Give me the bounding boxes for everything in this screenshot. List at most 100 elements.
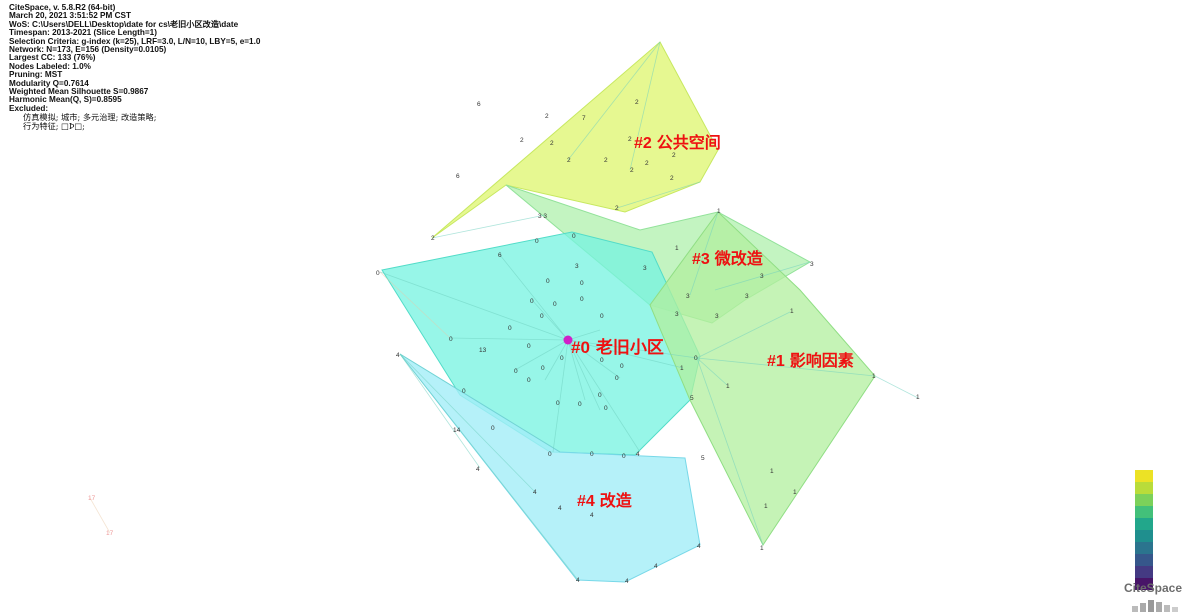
network-summary-text: CiteSpace, v. 5.8.R2 (64-bit) March 20, 2… <box>9 3 261 131</box>
svg-text:4: 4 <box>396 352 400 359</box>
svg-text:0: 0 <box>546 278 550 285</box>
legend-swatch <box>1135 530 1153 542</box>
cluster-label-4[interactable]: #4 改造 <box>577 491 633 510</box>
svg-text:0: 0 <box>491 425 495 432</box>
svg-text:0: 0 <box>541 365 545 372</box>
summary-line: Nodes Labeled: 1.0% <box>9 61 91 71</box>
svg-text:2: 2 <box>550 140 554 147</box>
summary-line: Pruning: MST <box>9 70 63 80</box>
svg-text:3: 3 <box>760 273 764 280</box>
svg-text:4: 4 <box>558 505 562 512</box>
svg-text:17: 17 <box>106 530 114 537</box>
svg-text:0: 0 <box>508 325 512 332</box>
node-labels[interactable]: 62 7 22 2 2 22 222 262 3 321 133 333 331 00… <box>88 99 920 585</box>
svg-text:0: 0 <box>620 363 624 370</box>
cluster-label-2[interactable]: #2 公共空间 <box>634 133 721 152</box>
summary-line: CiteSpace, v. 5.8.R2 (64-bit) <box>9 3 116 12</box>
svg-text:2: 2 <box>604 157 608 164</box>
summary-line: Timespan: 2013-2021 (Slice Length=1) <box>9 28 157 38</box>
svg-text:17: 17 <box>88 495 96 502</box>
svg-text:1: 1 <box>764 503 768 510</box>
svg-text:1: 1 <box>770 468 774 475</box>
svg-text:2: 2 <box>567 157 571 164</box>
svg-text:0: 0 <box>527 343 531 350</box>
svg-text:6: 6 <box>456 173 460 180</box>
svg-text:2: 2 <box>545 113 549 120</box>
svg-text:4: 4 <box>576 577 580 584</box>
svg-text:2: 2 <box>672 152 676 159</box>
isolated-edges <box>89 271 451 534</box>
svg-text:0: 0 <box>604 405 608 412</box>
svg-text:0: 0 <box>578 401 582 408</box>
svg-text:2: 2 <box>615 205 619 212</box>
svg-text:2: 2 <box>520 137 524 144</box>
svg-text:3: 3 <box>643 265 647 272</box>
svg-text:0: 0 <box>600 357 604 364</box>
legend-swatch <box>1135 566 1153 578</box>
legend-swatch <box>1135 482 1153 494</box>
svg-text:4: 4 <box>476 466 480 473</box>
legend-swatch <box>1135 494 1153 506</box>
svg-text:0: 0 <box>622 453 626 460</box>
svg-text:4: 4 <box>636 451 640 458</box>
svg-text:1: 1 <box>872 373 876 380</box>
svg-text:0: 0 <box>560 355 564 362</box>
svg-text:0: 0 <box>600 313 604 320</box>
svg-text:0: 0 <box>527 377 531 384</box>
summary-line: Largest CC: 133 (76%) <box>9 53 96 63</box>
svg-text:0: 0 <box>556 400 560 407</box>
svg-text:0: 0 <box>462 388 466 395</box>
svg-text:0: 0 <box>694 355 698 362</box>
cluster-label-3[interactable]: #3 微改造 <box>692 249 764 268</box>
node-laojiu-xiaoqu[interactable] <box>563 335 573 345</box>
svg-text:0: 0 <box>553 301 557 308</box>
svg-text:7: 7 <box>582 115 586 122</box>
citespace-logo: CiteSpace <box>1124 581 1183 595</box>
svg-text:1: 1 <box>680 365 684 372</box>
summary-line: Excluded: <box>9 103 49 113</box>
svg-text:0: 0 <box>376 270 380 277</box>
svg-text:1: 1 <box>790 308 794 315</box>
svg-text:4: 4 <box>625 578 629 585</box>
svg-text:2: 2 <box>645 160 649 167</box>
citespace-logo-icon <box>1132 600 1178 612</box>
summary-line: March 20, 2021 3:51:52 PM CST <box>9 11 131 21</box>
svg-text:0: 0 <box>590 451 594 458</box>
legend-swatch <box>1135 470 1153 482</box>
svg-text:3: 3 <box>810 261 814 268</box>
svg-text:0: 0 <box>572 233 576 240</box>
svg-text:13: 13 <box>479 347 487 354</box>
excluded-line: 行为特征; □Þ□; <box>23 120 85 131</box>
legend-swatch <box>1135 554 1153 566</box>
cluster-label-0[interactable]: #0 老旧小区 <box>571 337 664 358</box>
network-edges <box>379 41 919 581</box>
excluded-line: 仿真模拟; 城市; 多元治理; 改造策略; <box>23 112 157 123</box>
svg-text:0: 0 <box>449 336 453 343</box>
svg-text:3: 3 <box>675 311 679 318</box>
svg-text:1: 1 <box>717 208 721 215</box>
svg-text:1: 1 <box>675 245 679 252</box>
summary-line: Network: N=173, E=156 (Density=0.0105) <box>9 45 167 55</box>
svg-text:6: 6 <box>498 252 502 259</box>
svg-text:0: 0 <box>615 375 619 382</box>
svg-text:4: 4 <box>590 512 594 519</box>
svg-text:0: 0 <box>598 392 602 399</box>
summary-line: Weighted Mean Silhouette S=0.9867 <box>9 87 149 97</box>
legend-swatch <box>1135 578 1153 590</box>
svg-text:5: 5 <box>690 395 694 402</box>
summary-line: Selection Criteria: g-index (k=25), LRF=… <box>9 36 261 46</box>
svg-text:1: 1 <box>760 545 764 552</box>
year-color-legend <box>1135 470 1153 590</box>
svg-text:3: 3 <box>686 293 690 300</box>
svg-text:0: 0 <box>548 451 552 458</box>
svg-text:0: 0 <box>530 298 534 305</box>
svg-text:1: 1 <box>916 394 920 401</box>
svg-text:4: 4 <box>654 563 658 570</box>
svg-text:2: 2 <box>630 167 634 174</box>
svg-text:4: 4 <box>697 543 701 550</box>
svg-text:4: 4 <box>533 489 537 496</box>
cluster-label-1[interactable]: #1 影响因素 <box>767 351 854 370</box>
svg-text:2: 2 <box>670 175 674 182</box>
svg-text:2: 2 <box>431 235 435 242</box>
